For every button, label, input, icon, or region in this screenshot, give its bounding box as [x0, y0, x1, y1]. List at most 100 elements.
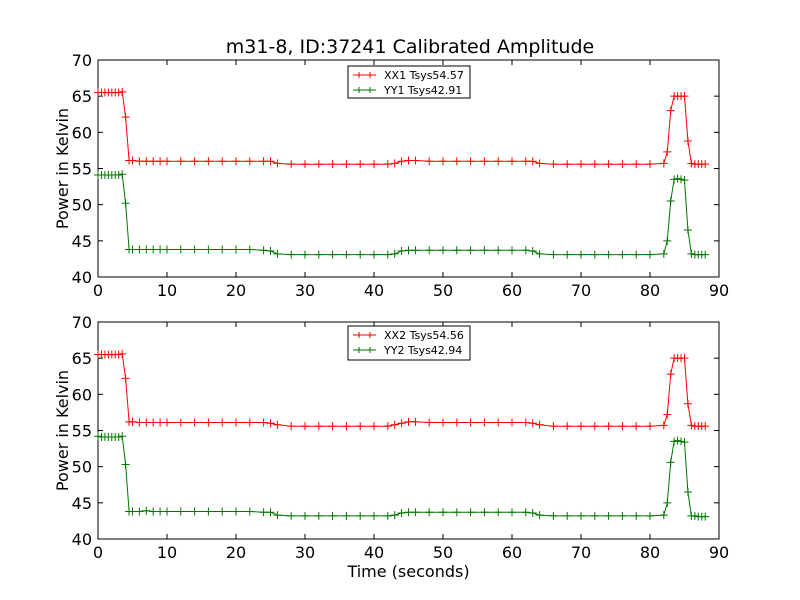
data-point — [204, 245, 213, 254]
legend-box — [347, 65, 471, 99]
plot-top: 0 10 20 30 40 50 60 70 80 90 40 45 50 55 60 65 70 Power i… — [53, 51, 729, 300]
data-point — [301, 422, 309, 431]
data-point — [245, 157, 254, 166]
legend-marker — [356, 332, 373, 338]
data-point — [404, 246, 413, 255]
data-point — [370, 422, 378, 431]
data-point — [618, 422, 627, 431]
data-point — [666, 458, 675, 467]
data-point — [142, 157, 151, 166]
data-point — [452, 418, 461, 427]
data-point — [508, 508, 516, 517]
data-point — [632, 422, 641, 431]
data-point — [683, 487, 692, 496]
data-point — [259, 508, 268, 517]
data-point — [404, 508, 413, 517]
data-point — [245, 245, 254, 254]
data-point — [701, 250, 710, 259]
data-point — [680, 438, 689, 447]
data-point — [383, 511, 392, 520]
data-point — [659, 421, 668, 430]
y-axis-label: Power in Kelvin — [53, 370, 72, 491]
data-point — [549, 511, 558, 520]
data-point — [287, 422, 296, 431]
data-point — [259, 418, 268, 427]
data-point — [404, 417, 413, 426]
y-tick-label: 40 — [72, 530, 92, 549]
data-point — [245, 507, 254, 516]
data-point — [646, 422, 654, 431]
data-point — [425, 246, 434, 255]
data-point — [663, 147, 672, 156]
data-point — [604, 160, 613, 169]
data-point — [232, 245, 240, 254]
data-point — [632, 511, 641, 520]
data-point — [687, 159, 696, 168]
data-point — [163, 418, 171, 427]
data-point — [549, 250, 558, 259]
data-point — [383, 422, 392, 431]
data-point — [190, 507, 199, 516]
data-point — [356, 511, 365, 520]
data-point — [232, 418, 240, 427]
data-point — [466, 246, 475, 255]
data-point — [666, 197, 675, 206]
x-tick-label: 90 — [709, 281, 729, 300]
data-point — [425, 157, 434, 166]
data-point — [142, 418, 151, 427]
legend-marker — [356, 347, 373, 353]
data-point — [521, 418, 530, 427]
legend-label: XX1 Tsys54.57 — [384, 69, 464, 82]
data-point — [156, 507, 165, 516]
data-point — [218, 418, 227, 427]
data-point — [452, 246, 461, 255]
data-point — [94, 432, 102, 441]
data-point — [528, 246, 537, 255]
legend: XX1 Tsys54.57 YY1 Tsys42.91 — [347, 65, 471, 99]
data-point — [632, 160, 641, 169]
x-tick-label: 90 — [709, 543, 729, 562]
legend-box — [347, 325, 471, 361]
data-point — [328, 422, 337, 431]
data-point — [535, 159, 544, 168]
data-point — [314, 422, 323, 431]
data-point — [663, 236, 672, 245]
data-point — [683, 137, 692, 146]
data-point — [659, 511, 668, 520]
data-point — [425, 418, 434, 427]
data-point — [218, 245, 227, 254]
data-point — [646, 511, 654, 520]
data-point — [666, 106, 675, 115]
data-point — [190, 157, 199, 166]
data-point — [342, 422, 351, 431]
data-point — [245, 418, 254, 427]
data-point — [342, 160, 351, 169]
legend-marker — [356, 87, 373, 93]
x-tick-label: 40 — [364, 281, 384, 300]
data-point — [673, 174, 682, 183]
x-tick-label: 20 — [226, 543, 246, 562]
data-point — [314, 511, 323, 520]
data-point — [425, 508, 434, 517]
data-point — [176, 507, 185, 516]
data-point — [683, 399, 692, 408]
y-tick-label: 40 — [72, 268, 92, 287]
data-point — [142, 506, 151, 515]
plot-bottom: 0 10 20 30 40 50 60 70 80 90 40 45 50 55 60 65 70 Power i… — [53, 313, 729, 581]
x-tick-label: 70 — [571, 281, 591, 300]
data-point — [528, 508, 537, 517]
data-point — [135, 157, 144, 166]
data-point — [259, 157, 268, 166]
data-point — [232, 157, 240, 166]
data-point — [149, 245, 158, 254]
data-point — [563, 160, 572, 169]
data-point — [680, 92, 689, 101]
data-point — [480, 157, 489, 166]
y-tick-label: 65 — [72, 349, 92, 368]
data-point — [452, 508, 461, 517]
data-point — [577, 250, 585, 259]
data-point — [397, 246, 406, 255]
data-point — [480, 246, 489, 255]
data-point — [563, 422, 572, 431]
data-point — [494, 246, 503, 255]
